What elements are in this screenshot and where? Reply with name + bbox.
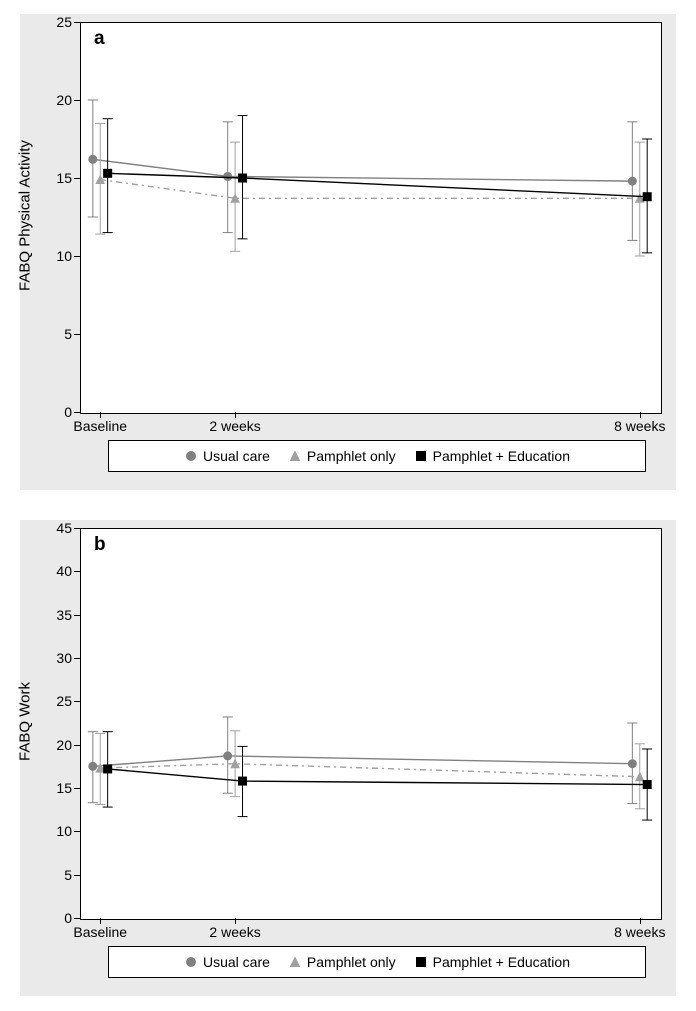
series-line <box>108 769 648 785</box>
legend-item: Usual care <box>184 954 270 970</box>
legend-item: Pamphlet + Education <box>414 954 570 970</box>
chart-svg-b <box>0 0 696 1011</box>
legend-label: Pamphlet + Education <box>433 954 570 970</box>
legend-label: Usual care <box>203 954 270 970</box>
marker-circle <box>89 762 97 770</box>
series-line <box>93 756 633 766</box>
marker-square <box>239 777 247 785</box>
marker-circle <box>224 752 232 760</box>
series-line <box>100 764 640 777</box>
legend-item: Pamphlet only <box>288 954 396 970</box>
marker-triangle <box>636 773 644 781</box>
legend-label: Pamphlet only <box>307 954 396 970</box>
legend-b: Usual care Pamphlet only Pamphlet + Educat… <box>108 946 646 978</box>
triangle-icon <box>288 955 302 969</box>
marker-square <box>104 765 112 773</box>
marker-square <box>643 781 651 789</box>
circle-icon <box>184 955 198 969</box>
square-icon <box>414 955 428 969</box>
figure-root: aFABQ Physical Activity0510152025Baselin… <box>0 0 696 1011</box>
marker-circle <box>628 760 636 768</box>
